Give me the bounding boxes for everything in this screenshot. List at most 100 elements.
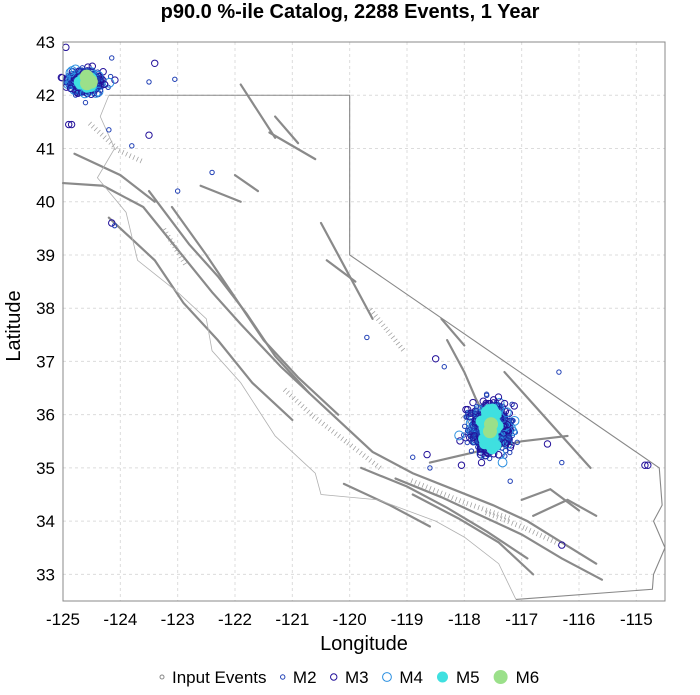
y-tick-label: 35: [36, 459, 55, 478]
event-point: [505, 409, 514, 417]
fault-line: [268, 131, 317, 161]
fault-tick: [340, 436, 345, 441]
fault-tick: [425, 484, 428, 490]
fault-tick: [421, 482, 425, 488]
fault-tick: [334, 431, 338, 436]
event-point: [151, 59, 159, 67]
event-point: [494, 393, 503, 401]
fault-line: [440, 317, 466, 347]
event-point: [559, 459, 565, 466]
fault-tick: [102, 135, 107, 140]
legend-marker: [159, 674, 165, 680]
fault-tick: [355, 448, 360, 453]
fault-tick: [125, 151, 128, 157]
fault-tick: [428, 486, 432, 491]
event-point: [501, 439, 509, 447]
event-point: [514, 439, 520, 446]
fault-tick: [114, 146, 119, 151]
event-point: [88, 62, 97, 70]
event-point: [468, 448, 475, 454]
event-point: [507, 478, 513, 484]
fault-tick: [300, 404, 305, 409]
x-tick-label: -118: [448, 610, 481, 629]
fault-tick: [324, 424, 329, 429]
fault-tick: [496, 514, 499, 520]
fault-tick: [368, 307, 373, 312]
fault-tick: [460, 414, 465, 419]
fault-tick: [315, 416, 319, 422]
fault-line: [233, 173, 260, 193]
fault-line: [107, 216, 294, 422]
fault-tick: [170, 241, 175, 245]
fault-line: [503, 370, 592, 470]
fault-tick: [88, 121, 92, 126]
fault-tick: [393, 338, 398, 343]
event-point: [489, 396, 498, 404]
fault-tick: [90, 124, 95, 129]
fault-tick: [454, 496, 458, 502]
chart-title: p90.0 %-ile Catalog, 2288 Events, 1 Year: [161, 1, 540, 23]
legend-label: M4: [399, 668, 423, 687]
fault-tick: [105, 137, 110, 143]
fault-tick: [466, 419, 471, 425]
fault-tick: [503, 514, 507, 520]
fault-tick: [285, 390, 290, 395]
y-tick-label: 43: [36, 33, 55, 52]
event-point: [466, 434, 474, 442]
event-point: [501, 407, 512, 418]
fault-tick: [410, 478, 414, 484]
fault-tick: [466, 501, 469, 507]
event-point: [457, 461, 466, 469]
fault-tick: [349, 443, 354, 448]
event-point: [499, 435, 505, 441]
x-tick-label: -124: [103, 610, 137, 629]
y-tick-label: 41: [36, 139, 55, 158]
event-point: [484, 417, 499, 432]
event-point: [364, 334, 370, 341]
fault-tick: [163, 231, 169, 235]
x-axis-ticks: -125 -124 -123 -122 -121 -120 -119 -118 -117 -116…: [46, 610, 653, 629]
fault-line: [170, 205, 340, 416]
fault-tick: [503, 517, 507, 523]
fault-tick: [291, 395, 296, 401]
event-point: [481, 436, 493, 448]
fault-tick: [500, 512, 503, 518]
fault-line: [411, 493, 535, 576]
fault-tick: [443, 492, 447, 498]
fault-tick: [543, 534, 546, 540]
fault-tick: [447, 493, 451, 499]
event-point: [471, 437, 478, 444]
event-point: [543, 440, 552, 448]
legend-marker: [280, 674, 286, 680]
fault-tick: [373, 314, 378, 318]
y-tick-label: 33: [36, 565, 55, 584]
event-point: [146, 79, 152, 85]
event-point: [641, 461, 649, 469]
fault-tick: [132, 155, 136, 160]
fault-tick: [346, 441, 350, 446]
fault-tick: [303, 406, 308, 412]
fault-line: [274, 115, 300, 145]
fault-tick: [182, 262, 188, 266]
fault-tick: [318, 419, 322, 424]
event-point: [469, 398, 477, 407]
fault-tick: [368, 458, 373, 463]
event-point: [82, 99, 89, 106]
fault-tick: [96, 129, 101, 134]
fault-tick: [282, 387, 287, 392]
fault-tick: [297, 401, 302, 406]
fault-tick: [358, 450, 363, 456]
event-point: [456, 437, 464, 445]
event-point: [510, 402, 518, 410]
event-point: [70, 64, 81, 75]
fault-tick: [417, 481, 421, 487]
plot-frame: [62, 41, 666, 602]
event-point: [111, 76, 119, 84]
fault-tick: [306, 409, 311, 414]
fault-line: [360, 466, 529, 560]
event-point: [454, 430, 465, 441]
event-point: [481, 451, 490, 460]
legend-label: M3: [345, 668, 369, 687]
legend-label: M6: [516, 668, 540, 687]
fault-line: [325, 259, 357, 283]
